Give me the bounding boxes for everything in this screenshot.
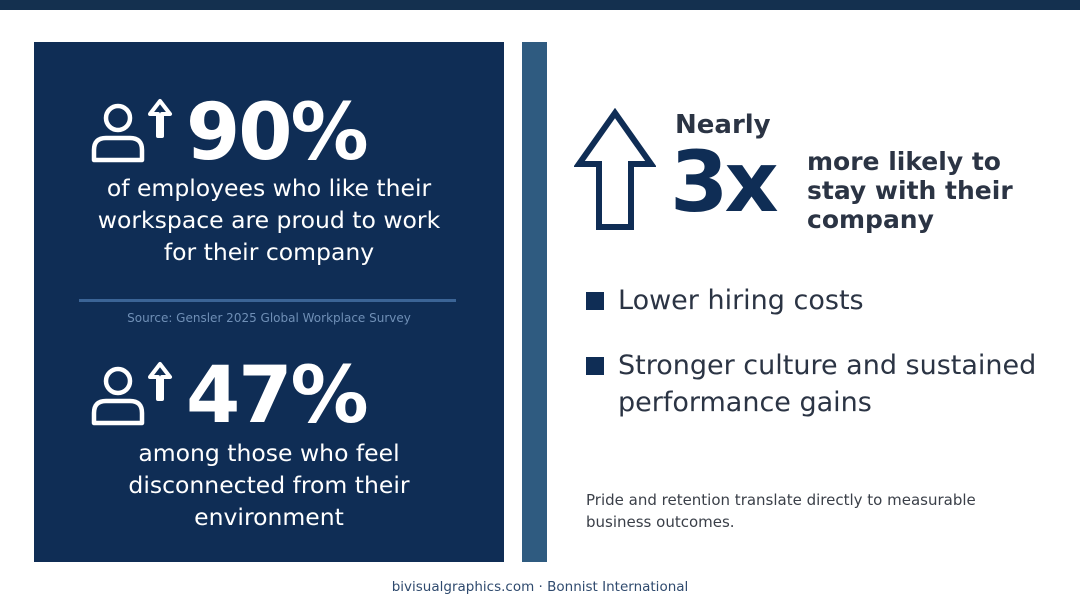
source-note: Source: Gensler 2025 Global Workplace Su… <box>127 311 411 325</box>
caption-line: environment <box>194 503 344 531</box>
stat-value-90: 90% <box>186 88 369 178</box>
stat-caption-2: among those who feel disconnected from t… <box>74 437 464 533</box>
retention-qualifier: Nearly <box>675 110 771 140</box>
benefit-line: performance gains <box>618 387 872 418</box>
person-up-arrow-icon <box>91 362 172 426</box>
divider <box>79 299 456 302</box>
benefit-line: Stronger culture and sustained <box>618 350 1037 381</box>
stats-panel: 90% of employees who like their workspac… <box>34 42 504 562</box>
footnote-line: Pride and retention translate directly t… <box>586 491 976 509</box>
square-bullet-icon <box>586 357 604 375</box>
footer-credit: bivisualgraphics.com · Bonnist Internati… <box>391 579 689 595</box>
benefit-line: Lower hiring costs <box>618 285 864 316</box>
retention-line: more likely to <box>807 147 1001 176</box>
person-up-arrow-icon <box>91 99 172 163</box>
retention-text: more likely to stay with their company <box>807 147 1047 234</box>
footnote-line: business outcomes. <box>586 513 735 531</box>
retention-line: stay with their <box>807 176 1013 205</box>
benefit-item: Lower hiring costs <box>586 282 1056 319</box>
caption-line: disconnected from their <box>128 471 410 499</box>
footnote: Pride and retention translate directly t… <box>586 489 1006 533</box>
caption-line: workspace are proud to work <box>97 206 441 234</box>
stat-caption-1: of employees who like their workspace ar… <box>74 172 464 268</box>
top-accent-bar <box>0 0 1080 10</box>
square-bullet-icon <box>586 292 604 310</box>
benefit-item: Stronger culture and sustained performan… <box>586 347 1056 421</box>
stat-row-1: 90% <box>88 88 369 178</box>
retention-line: company <box>807 205 934 234</box>
caption-line: among those who feel <box>138 439 400 467</box>
caption-line: of employees who like their <box>106 174 432 202</box>
caption-line: for their company <box>163 238 375 266</box>
retention-multiplier: 3x <box>670 133 779 231</box>
up-arrow-icon <box>574 108 656 230</box>
benefit-text: Lower hiring costs <box>618 282 864 319</box>
benefits-list: Lower hiring costs Stronger culture and … <box>586 282 1056 449</box>
vertical-accent-bar <box>522 42 547 562</box>
benefit-text: Stronger culture and sustained performan… <box>618 347 1036 421</box>
stat-value-47: 47% <box>186 351 369 441</box>
stat-row-2: 47% <box>88 351 369 441</box>
